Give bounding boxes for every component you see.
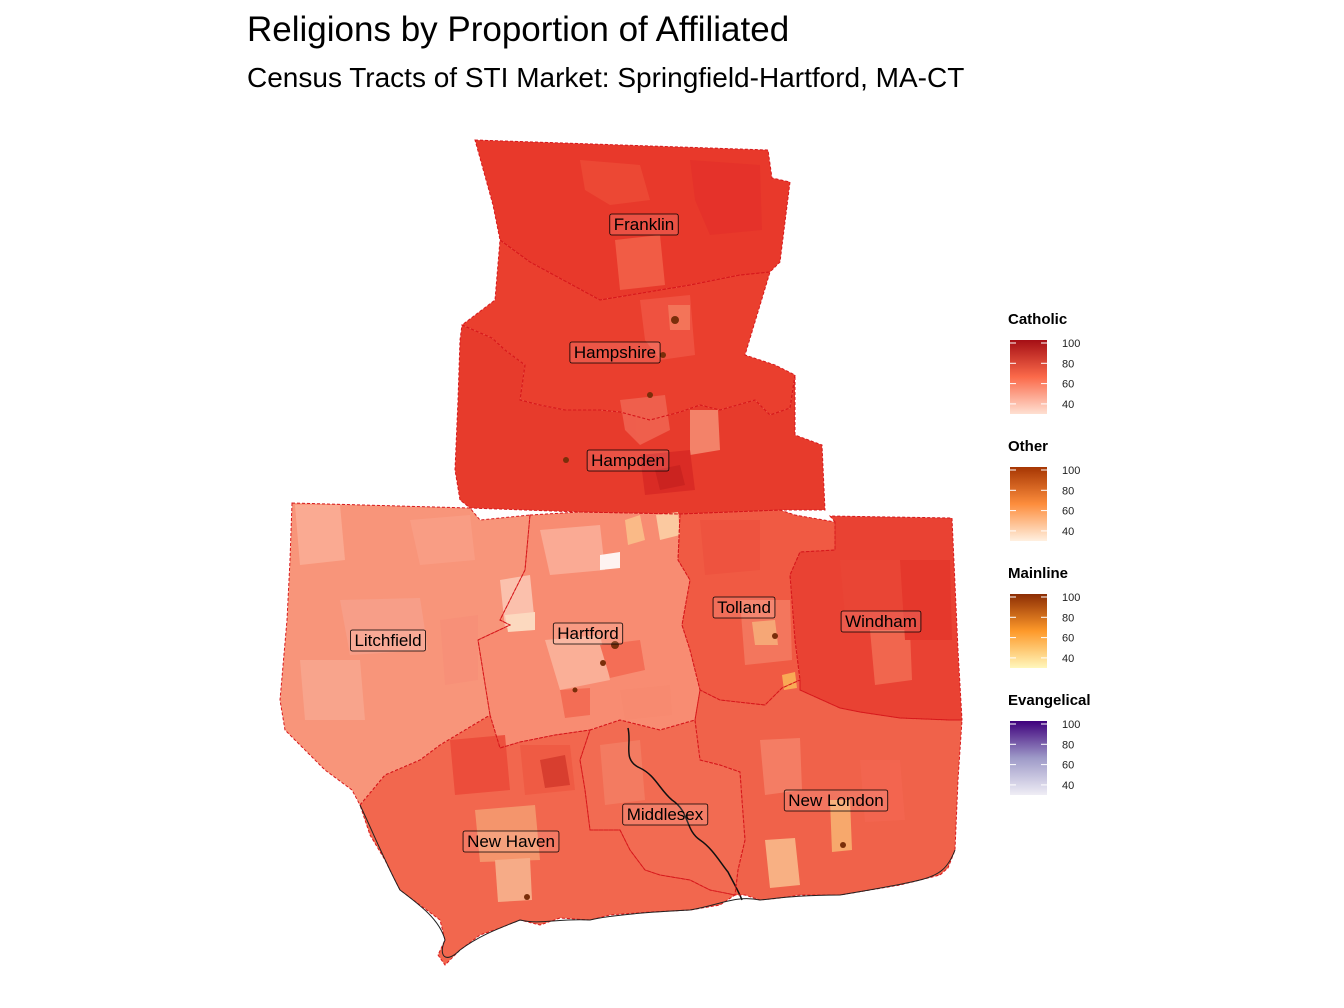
county-label-box [609,213,679,236]
border-new-haven [359,714,737,966]
label-new-london: New London [783,789,889,812]
legend-tick-label: 80 [1062,358,1074,370]
label-hartford: Hartford [552,622,624,645]
border-new-london [694,679,963,901]
legend-tick-label: 100 [1062,465,1080,477]
border-tolland [677,509,836,706]
county-borders [279,139,963,966]
county-label-text: Hampden [591,451,665,470]
map-title: Religions by Proportion of Affiliated [247,10,790,49]
legend-catholic: Catholic 100 80 60 40 [1008,311,1080,414]
county-label-box [840,610,922,633]
county-litchfield[interactable] [280,503,530,805]
county-label-text: Franklin [614,215,674,234]
county-label-box [462,830,560,853]
county-label-text: Hartford [557,624,618,643]
legend-title: Evangelical [1008,692,1091,709]
label-hampden: Hampden [586,449,670,472]
legend-colorbar [1010,340,1047,414]
legend-tick-label: 40 [1062,653,1074,665]
legend-title: Catholic [1008,311,1067,328]
legend-tick-label: 40 [1062,780,1074,792]
legend-tick-label: 60 [1062,760,1074,772]
legend-title: Mainline [1008,565,1068,582]
county-label-box [586,449,670,472]
border-hampden [454,324,826,515]
county-label-box [552,622,624,645]
legend-panel: Catholic 100 80 60 40 Other 100 80 60 40 Mainline 1… [1008,311,1091,795]
county-label-text: Middlesex [627,805,704,824]
coastline [359,804,956,958]
label-windham: Windham [840,610,922,633]
legend-tick-label: 80 [1062,485,1074,497]
legend-colorbar [1010,467,1047,541]
legend-tick-label: 40 [1062,526,1074,538]
county-label-text: Tolland [717,598,771,617]
label-hampshire: Hampshire [569,341,661,364]
border-litchfield [279,502,531,806]
county-hampshire[interactable] [462,240,795,420]
county-label-box [622,803,709,826]
county-label-box [783,789,889,812]
legend-title: Other [1008,438,1048,455]
label-new-haven: New Haven [462,830,560,853]
legend-mainline: Mainline 100 80 60 40 [1008,565,1080,668]
county-label-text: Hampshire [574,343,656,362]
legend-tick-label: 80 [1062,612,1074,624]
legend-tick-label: 60 [1062,633,1074,645]
legend-tick-label: 100 [1062,719,1080,731]
legend-evangelical: Evangelical 100 80 60 40 [1008,692,1091,795]
county-label-box [569,341,661,364]
map-subtitle: Census Tracts of STI Market: Springfield… [247,62,965,93]
county-labels: Franklin Hampshire Hampden Litchfield Hartfo… [350,213,922,853]
river-line [627,727,743,901]
tract-spots [524,316,846,900]
label-franklin: Franklin [609,213,679,236]
legend-other: Other 100 80 60 40 [1008,438,1080,541]
border-franklin [474,139,791,301]
legend-tick-label: 80 [1062,739,1074,751]
legend-tick-label: 60 [1062,506,1074,518]
legend-tick-label: 100 [1062,338,1080,350]
county-label-text: Litchfield [354,631,421,650]
county-label-box [712,596,776,619]
county-label-text: New Haven [467,832,555,851]
legend-colorbar [1010,721,1047,795]
legend-tick-label: 100 [1062,592,1080,604]
label-tolland: Tolland [712,596,776,619]
legend-tick-label: 40 [1062,399,1074,411]
county-label-box [350,629,426,652]
label-litchfield: Litchfield [350,629,426,652]
tract-detail [295,160,952,902]
county-label-text: Windham [845,612,917,631]
legend-tick-label: 60 [1062,379,1074,391]
legend-colorbar [1010,594,1047,668]
label-middlesex: Middlesex [622,803,709,826]
county-label-text: New London [788,791,883,810]
border-windham [789,515,963,721]
